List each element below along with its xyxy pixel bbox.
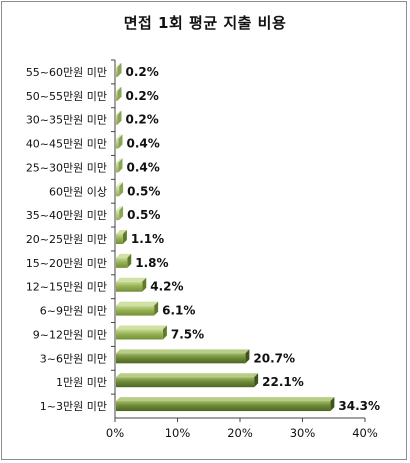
x-tick-label: 0% [106, 426, 124, 440]
bar-side [118, 134, 123, 149]
bar-top [116, 253, 132, 258]
category-label: 35~40만원 미만 [26, 209, 107, 222]
category-label: 40~45만원 미만 [26, 138, 107, 151]
bar-top [116, 86, 122, 91]
category-label: 50~55만원 미만 [26, 90, 107, 103]
category-label: 1만원 미만 [56, 376, 107, 389]
category-label: 60만원 이상 [49, 185, 107, 198]
bar-side [117, 110, 122, 125]
value-label: 0.2% [126, 65, 159, 79]
category-label: 25~30만원 미만 [26, 161, 107, 174]
value-label: 22.1% [262, 375, 304, 389]
bar-top [116, 182, 124, 187]
bar [116, 66, 118, 77]
value-label: 0.4% [127, 160, 160, 174]
bar-top [116, 110, 122, 115]
bar [116, 401, 331, 412]
category-label: 1~3만원 미만 [40, 400, 107, 413]
bar [116, 257, 128, 268]
bar [116, 114, 118, 125]
category-label: 6~9만원 미만 [40, 305, 107, 318]
x-tick-label: 10% [165, 426, 191, 440]
category-label: 9~12만원 미만 [33, 328, 107, 341]
value-label: 0.2% [126, 113, 159, 127]
value-label: 20.7% [253, 351, 295, 365]
category-label: 12~15만원 미만 [26, 281, 107, 294]
bar-side [118, 158, 123, 173]
bar-side [162, 325, 167, 340]
bar-top [116, 206, 124, 211]
value-label: 0.4% [127, 137, 160, 151]
bar-top [116, 349, 250, 354]
bar-side [245, 349, 250, 364]
bar-top [116, 277, 147, 282]
category-label: 30~35만원 미만 [26, 114, 107, 127]
bar-side [127, 253, 132, 268]
category-label: 20~25만원 미만 [26, 233, 107, 246]
value-label: 6.1% [162, 304, 195, 318]
value-label: 1.1% [131, 232, 164, 246]
bar [116, 234, 123, 244]
x-tick-label: 30% [290, 426, 316, 440]
bar-side [330, 397, 335, 412]
bar-side [254, 373, 259, 388]
bar [116, 90, 118, 101]
x-tick-label: 40% [352, 426, 378, 440]
bar [116, 138, 119, 149]
category-label: 3~6만원 미만 [40, 352, 107, 365]
bar-side [154, 301, 159, 316]
value-label: 0.2% [126, 89, 159, 103]
bar [116, 186, 120, 197]
bar-side [117, 62, 122, 77]
bar-top [116, 325, 167, 330]
x-tick-label: 20% [227, 426, 253, 440]
bar-side [122, 230, 127, 244]
bar [116, 210, 120, 221]
bar [116, 329, 163, 340]
bar [116, 162, 119, 173]
bar-side [117, 86, 122, 101]
value-label: 0.5% [127, 208, 160, 222]
value-label: 7.5% [171, 327, 204, 341]
bar-top [116, 134, 123, 139]
bar-top [116, 230, 127, 234]
value-label: 0.5% [127, 184, 160, 198]
bar-top [116, 301, 159, 306]
bar [116, 377, 255, 388]
bar-top [116, 373, 259, 378]
value-label: 1.8% [135, 256, 168, 270]
bar-top [116, 397, 335, 402]
category-label: 55~60만원 미만 [26, 66, 107, 79]
chart-title: 면접 1회 평균 지출 비용 [123, 14, 287, 32]
value-label: 34.3% [338, 399, 380, 413]
bar-side [119, 206, 124, 221]
bar [116, 305, 155, 316]
bar-top [116, 62, 122, 67]
bar-top [116, 158, 123, 163]
category-label: 15~20만원 미만 [26, 257, 107, 270]
bar-side [142, 277, 147, 292]
bar [116, 353, 246, 364]
bar-side [119, 182, 124, 197]
value-label: 4.2% [150, 280, 183, 294]
bar [116, 281, 143, 292]
